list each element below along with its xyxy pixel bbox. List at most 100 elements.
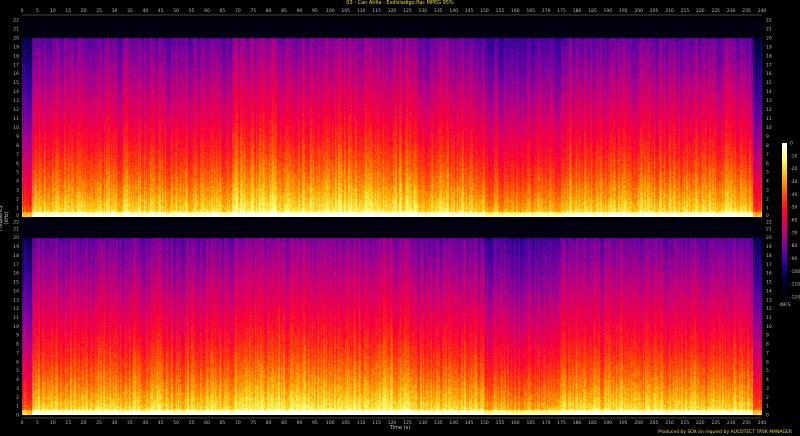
footer-credit: Produced by SOX on request by AUCDTECT T…: [658, 430, 792, 435]
y-tick-label-right: 15: [766, 80, 772, 86]
y-tick-label-left: 0: [16, 213, 19, 219]
x-tick-label-bottom: 105: [341, 420, 350, 426]
y-tick-label-right: 3: [766, 386, 769, 392]
y-tick-label-left: 6: [16, 359, 19, 365]
y-tick-label-right: 18: [766, 53, 772, 59]
y-tick-label-left: 14: [13, 288, 19, 294]
x-tick-label-top: 240: [758, 8, 767, 14]
y-tick-label-left: 4: [16, 179, 19, 185]
x-tick-label-bottom: 130: [419, 420, 428, 426]
x-tick-label-bottom: 230: [727, 420, 736, 426]
x-tick-label-top: 180: [573, 8, 582, 14]
x-tick-label-top: 125: [403, 8, 412, 14]
y-tick-label-left: 9: [16, 333, 19, 339]
chart-title: 03 - Can Atilla - Esdisladigo.flac MPEG …: [346, 0, 454, 6]
colorbar-tick-label: -70: [790, 230, 797, 236]
x-tick-label-top: 140: [449, 8, 458, 14]
y-tick-label-right: 5: [766, 170, 769, 176]
y-tick-label-left: 10: [13, 125, 19, 131]
y-tick-label-left: 22: [13, 18, 19, 24]
x-tick-label-top: 75: [250, 8, 256, 14]
y-tick-label-right: 1: [766, 206, 769, 212]
x-tick-label-top: 195: [619, 8, 628, 14]
y-tick-label-right: 8: [766, 342, 769, 348]
x-tick-label-bottom: 165: [526, 420, 535, 426]
y-tick-label-right: 13: [766, 98, 772, 104]
x-tick-label-bottom: 160: [511, 420, 520, 426]
y-tick-label-right: 12: [766, 306, 772, 312]
x-tick-label-bottom: 240: [758, 420, 767, 426]
y-tick-label-right: 6: [766, 359, 769, 365]
x-tick-label-bottom: 145: [465, 420, 474, 426]
x-tick-label-top: 5: [36, 8, 39, 14]
y-tick-label-left: 15: [13, 280, 19, 286]
x-tick-label-top: 90: [297, 8, 303, 14]
y-tick-label-right: 7: [766, 350, 769, 356]
x-tick-label-bottom: 5: [36, 420, 39, 426]
x-tick-label-top: 45: [158, 8, 164, 14]
y-tick-label-right: 16: [766, 71, 772, 77]
y-tick-label-right: 21: [766, 26, 772, 32]
y-tick-label-right: 19: [766, 44, 772, 50]
y-tick-label-left: 7: [16, 350, 19, 356]
colorbar-tick-label: -10: [790, 153, 797, 159]
x-tick-label-bottom: 15: [65, 420, 71, 426]
y-tick-label-right: 9: [766, 333, 769, 339]
y-tick-label-left: 20: [13, 35, 19, 41]
x-tick-label-top: 170: [542, 8, 551, 14]
x-tick-label-top: 70: [235, 8, 241, 14]
y-tick-label-right: 4: [766, 179, 769, 185]
x-tick-label-top: 160: [511, 8, 520, 14]
y-tick-label-left: 17: [13, 62, 19, 68]
x-tick-label-bottom: 60: [204, 420, 210, 426]
y-tick-label-right: 13: [766, 297, 772, 303]
x-tick-label-top: 55: [189, 8, 195, 14]
y-tick-label-left: 21: [13, 26, 19, 32]
colorbar-tick-label: -120: [790, 295, 800, 301]
colorbar-label: dBFS: [779, 302, 790, 308]
y-tick-label-left: 5: [16, 368, 19, 374]
y-tick-label-left: 9: [16, 134, 19, 140]
x-tick-label-top: 10: [50, 8, 56, 14]
y-tick-label-left: 22: [13, 220, 19, 226]
y-tick-label-right: 14: [766, 89, 772, 95]
y-tick-label-left: 5: [16, 170, 19, 176]
x-tick-label-top: 60: [204, 8, 210, 14]
y-tick-label-right: 16: [766, 271, 772, 277]
y-tick-label-right: 17: [766, 62, 772, 68]
x-tick-label-bottom: 35: [127, 420, 133, 426]
x-tick-label-top: 200: [634, 8, 643, 14]
x-tick-label-top: 235: [742, 8, 751, 14]
x-tick-label-bottom: 135: [434, 420, 443, 426]
x-tick-label-top: 30: [112, 8, 118, 14]
y-tick-label-right: 22: [766, 220, 772, 226]
y-tick-label-left: 2: [16, 197, 19, 203]
y-tick-label-right: 21: [766, 226, 772, 232]
y-tick-label-right: 1: [766, 404, 769, 410]
y-tick-label-right: 15: [766, 280, 772, 286]
y-tick-label-right: 2: [766, 395, 769, 401]
y-tick-label-right: 9: [766, 134, 769, 140]
x-tick-label-bottom: 155: [496, 420, 505, 426]
y-tick-label-left: 8: [16, 342, 19, 348]
x-tick-label-bottom: 115: [372, 420, 381, 426]
x-tick-label-top: 155: [496, 8, 505, 14]
x-tick-label-top: 20: [81, 8, 87, 14]
x-tick-label-bottom: 90: [297, 420, 303, 426]
y-tick-label-left: 16: [13, 271, 19, 277]
x-tick-label-bottom: 170: [542, 420, 551, 426]
x-tick-label-bottom: 220: [696, 420, 705, 426]
x-tick-label-bottom: 215: [681, 420, 690, 426]
x-tick-label-bottom: 150: [480, 420, 489, 426]
x-tick-label-bottom: 80: [266, 420, 272, 426]
y-tick-label-right: 0: [766, 413, 769, 419]
y-tick-label-right: 12: [766, 107, 772, 113]
colorbar-tick-label: -90: [790, 256, 797, 262]
x-tick-label-bottom: 30: [112, 420, 118, 426]
y-tick-label-left: 12: [13, 306, 19, 312]
y-tick-label-right: 10: [766, 324, 772, 330]
x-tick-label-top: 15: [65, 8, 71, 14]
y-tick-label-left: 21: [13, 226, 19, 232]
x-tick-label-top: 80: [266, 8, 272, 14]
